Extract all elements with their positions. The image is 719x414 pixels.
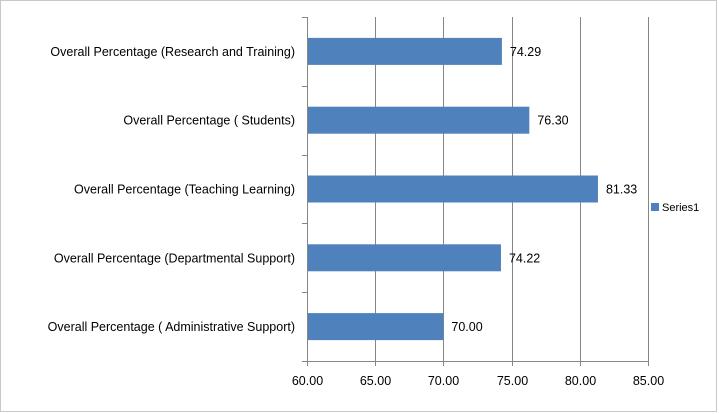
bar bbox=[308, 175, 598, 203]
category-label: Overall Percentage (Research and Trainin… bbox=[50, 45, 295, 59]
legend-swatch bbox=[651, 203, 659, 211]
x-tick-label: 75.00 bbox=[497, 374, 528, 388]
category-label: Overall Percentage ( Administrative Supp… bbox=[48, 320, 295, 334]
data-label: 74.29 bbox=[510, 45, 541, 59]
legend-label: Series1 bbox=[662, 202, 699, 214]
labels: 60.00 65.00 70.00 75.00 80.00 85.00 Overall Pe… bbox=[48, 45, 665, 388]
category-label: Overall Percentage (Departmental Support… bbox=[54, 251, 295, 265]
data-label: 74.22 bbox=[509, 251, 540, 265]
x-tick-label: 80.00 bbox=[565, 374, 596, 388]
x-tick-label: 60.00 bbox=[292, 374, 323, 388]
category-label: Overall Percentage ( Students) bbox=[123, 114, 295, 128]
x-tick-label: 85.00 bbox=[633, 374, 664, 388]
bar bbox=[308, 106, 530, 134]
bar bbox=[308, 37, 502, 65]
category-label: Overall Percentage (Teaching Learning) bbox=[74, 183, 295, 197]
bar bbox=[308, 313, 444, 341]
bars bbox=[308, 37, 598, 341]
legend: Series1 bbox=[651, 202, 699, 214]
x-tick-label: 65.00 bbox=[360, 374, 391, 388]
data-label: 70.00 bbox=[451, 320, 482, 334]
axes bbox=[302, 17, 649, 366]
data-label: 76.30 bbox=[537, 114, 568, 128]
x-tick-label: 70.00 bbox=[428, 374, 459, 388]
bar bbox=[308, 244, 501, 272]
data-label: 81.33 bbox=[606, 183, 637, 197]
